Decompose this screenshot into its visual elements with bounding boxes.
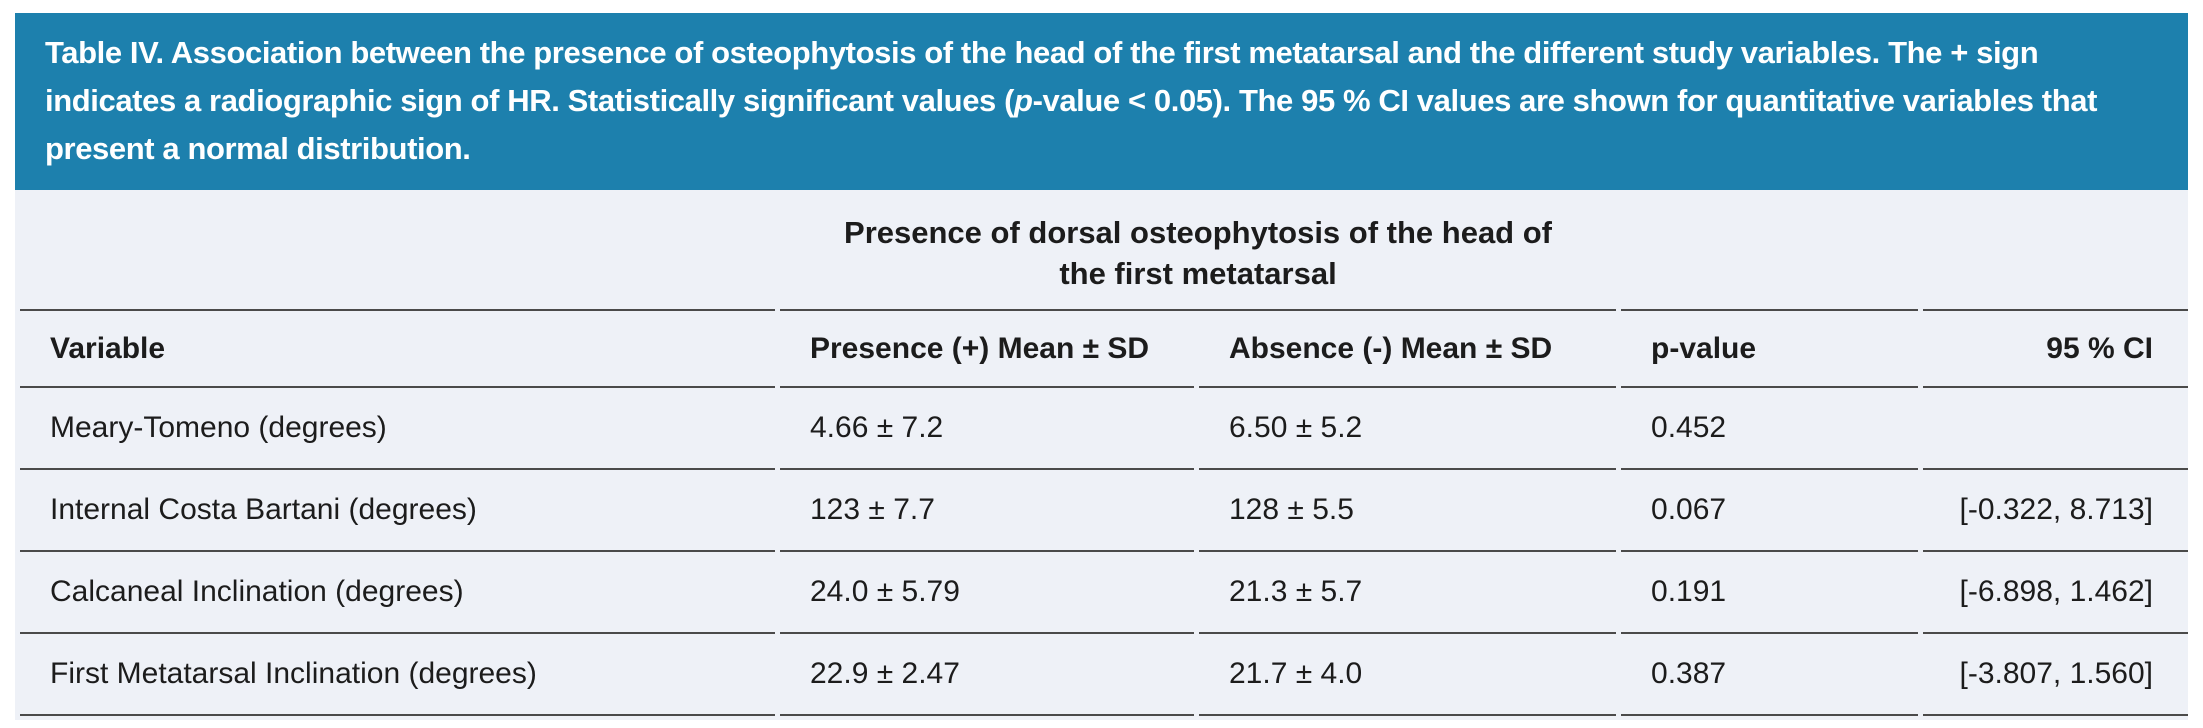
cell-variable: Calcaneal Inclination (degrees) — [20, 552, 775, 634]
spanning-header-line-2: the first metatarsal — [1059, 255, 1337, 291]
column-header-ci: 95 % CI — [1923, 311, 2189, 388]
column-header-row: Variable Presence (+) Mean ± SD Absence … — [20, 311, 2189, 388]
table-row: Meary-Tomeno (degrees) 4.66 ± 7.2 6.50 ±… — [20, 388, 2189, 470]
cell-p-value: 0.067 — [1621, 470, 1919, 552]
spanning-header-spacer-pvalue — [1621, 190, 1919, 311]
table-caption-text: Table IV. Association between the presen… — [45, 35, 2098, 166]
cell-presence: 4.66 ± 7.2 — [780, 388, 1194, 470]
cell-ci: [-6.898, 1.462] — [1923, 552, 2189, 634]
column-header-presence: Presence (+) Mean ± SD — [780, 311, 1194, 388]
table-row: Internal Costa Bartani (degrees) 123 ± 7… — [20, 470, 2189, 552]
spanning-header-spacer-left — [20, 190, 775, 311]
data-table: Presence of dorsal osteophytosis of the … — [15, 190, 2193, 716]
cell-p-value: 0.452 — [1621, 388, 1919, 470]
cell-absence: 21.7 ± 4.0 — [1199, 634, 1617, 716]
cell-absence: 6.50 ± 5.2 — [1199, 388, 1617, 470]
cell-variable: First Metatarsal Inclination (degrees) — [20, 634, 775, 716]
cell-presence: 24.0 ± 5.79 — [780, 552, 1194, 634]
column-header-p-value: p-value — [1621, 311, 1919, 388]
table-sheet: Presence of dorsal osteophytosis of the … — [15, 190, 2189, 720]
column-header-absence: Absence (-) Mean ± SD — [1199, 311, 1617, 388]
cell-presence: 123 ± 7.7 — [780, 470, 1194, 552]
cell-variable: Meary-Tomeno (degrees) — [20, 388, 775, 470]
column-header-variable: Variable — [20, 311, 775, 388]
cell-ci: [-0.322, 8.713] — [1923, 470, 2189, 552]
cell-p-value: 0.387 — [1621, 634, 1919, 716]
cell-ci: [-3.807, 1.560] — [1923, 634, 2189, 716]
spanning-header-row: Presence of dorsal osteophytosis of the … — [20, 190, 2189, 311]
cell-p-value: 0.191 — [1621, 552, 1919, 634]
cell-presence: 22.9 ± 2.47 — [780, 634, 1194, 716]
cell-absence: 128 ± 5.5 — [1199, 470, 1617, 552]
table-row: Calcaneal Inclination (degrees) 24.0 ± 5… — [20, 552, 2189, 634]
table-row: First Metatarsal Inclination (degrees) 2… — [20, 634, 2189, 716]
cell-absence: 21.3 ± 5.7 — [1199, 552, 1617, 634]
spanning-header-spacer-ci — [1923, 190, 2189, 311]
cell-variable: Internal Costa Bartani (degrees) — [20, 470, 775, 552]
cell-ci — [1923, 388, 2189, 470]
table-caption-banner: Table IV. Association between the presen… — [15, 13, 2188, 190]
spanning-header-line-1: Presence of dorsal osteophytosis of the … — [844, 214, 1552, 250]
spanning-header: Presence of dorsal osteophytosis of the … — [780, 190, 1617, 311]
